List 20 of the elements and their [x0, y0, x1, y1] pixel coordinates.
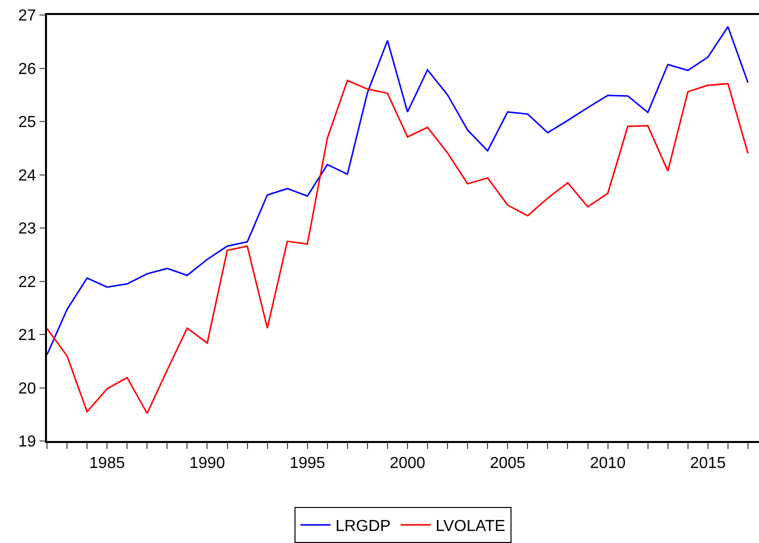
- x-tick-label: 2010: [590, 454, 626, 472]
- x-tick-label: 1995: [290, 454, 326, 472]
- y-tick-label: 22: [18, 274, 36, 291]
- x-tick-label: 1990: [189, 454, 226, 472]
- legend-label: LVOLATE: [436, 518, 506, 536]
- y-tick-label: 19: [18, 434, 36, 451]
- x-tick-label: 2000: [390, 454, 426, 472]
- y-tick-label: 20: [18, 380, 36, 398]
- x-tick-label: 2005: [490, 454, 526, 472]
- legend-label: LRGDP: [336, 518, 391, 536]
- x-tick-label: 2015: [690, 454, 726, 472]
- y-tick-label: 21: [18, 327, 36, 344]
- line-series: [47, 26, 749, 356]
- line-series: [47, 80, 749, 414]
- y-tick-label: 27: [18, 8, 36, 25]
- x-tick-label: 1985: [89, 454, 125, 472]
- y-tick-label: 23: [18, 220, 36, 238]
- y-tick-label: 26: [18, 60, 36, 78]
- y-tick-label: 25: [18, 114, 36, 132]
- y-tick-label: 24: [18, 167, 36, 184]
